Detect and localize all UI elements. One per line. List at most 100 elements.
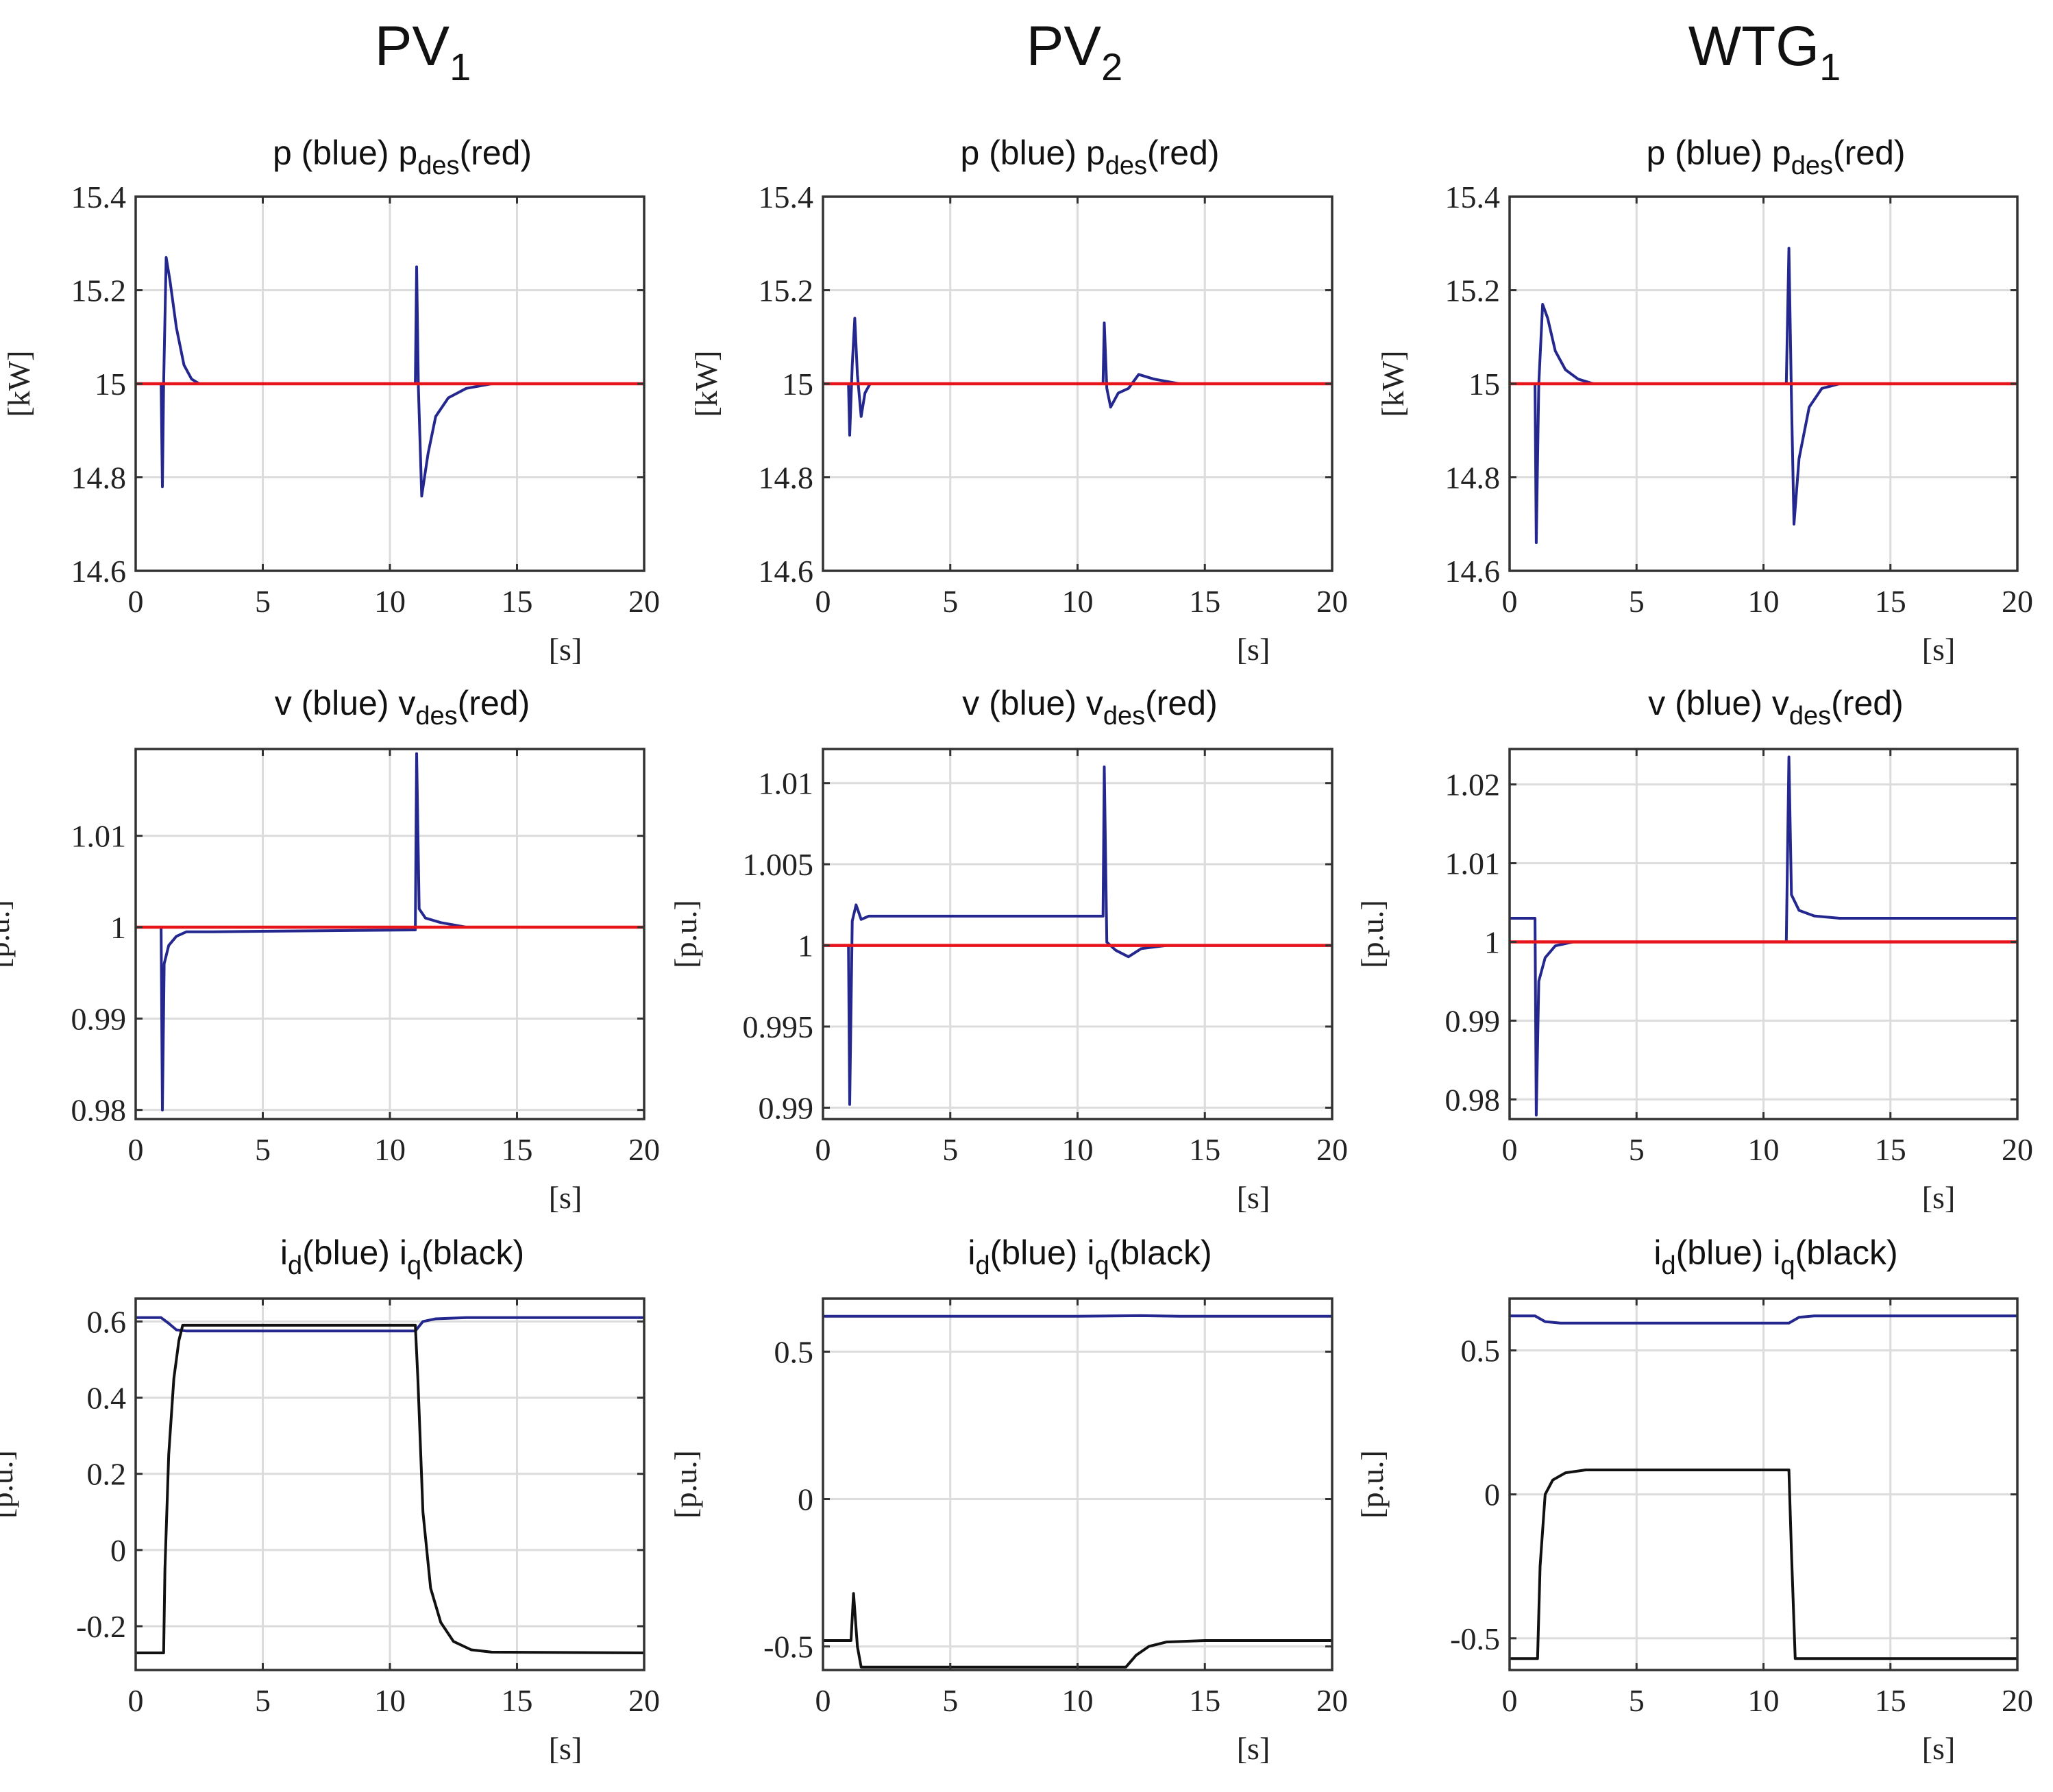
y-tick-label: 15.2 <box>1445 273 1501 308</box>
y-tick-label: 15.2 <box>759 273 814 308</box>
column-title-subscript: 1 <box>450 45 471 88</box>
y-tick-label: 0 <box>798 1482 813 1517</box>
x-tick-label: 0 <box>815 584 831 619</box>
x-axis-label: [s] <box>1922 1731 1956 1766</box>
y-tick-label: 15 <box>1468 367 1500 402</box>
y-tick-label: 14.8 <box>71 461 127 495</box>
title-note-a: (blue) <box>292 134 399 172</box>
series-line-blue <box>823 765 1332 1106</box>
x-tick-label: 20 <box>1316 1132 1348 1167</box>
title-var-b: p <box>1772 134 1791 172</box>
title-note-b: (red) <box>1147 134 1220 172</box>
panel-title: id(blue) iq(black) <box>1654 1233 1897 1280</box>
y-axis-label: [p.u.] <box>1355 1450 1390 1519</box>
y-tick-label: 0.6 <box>87 1304 127 1339</box>
panel-WTG1-i: id(blue) iq(black)0 5 10 15 20-0.500.5[p.u.]… <box>1355 1233 2033 1766</box>
title-note-b: (black) <box>421 1233 524 1272</box>
panel-title: p (blue) pdes(red) <box>960 134 1219 180</box>
x-tick-label: 0 <box>1502 1683 1518 1718</box>
x-axis-label: [s] <box>1237 632 1270 667</box>
title-var-b: i <box>1087 1233 1094 1272</box>
x-tick-label: 20 <box>2002 1683 2033 1718</box>
column-titles: PV1 PV2 WTG1 <box>375 15 1841 88</box>
panel-title: v (blue) vdes(red) <box>275 684 530 731</box>
panel-PV1-v: v (blue) vdes(red)0 5 10 15 200.980.9911.01[… <box>0 684 660 1215</box>
title-note-b: (red) <box>1145 684 1218 722</box>
x-tick-label: 15 <box>502 584 533 619</box>
x-tick-label: 15 <box>1189 1132 1220 1167</box>
x-axis-label: [s] <box>549 1180 582 1215</box>
title-note-a: (blue) <box>979 684 1086 722</box>
column-title-subscript: 2 <box>1101 45 1122 88</box>
x-axis-label: [s] <box>1237 1180 1270 1215</box>
x-tick-label: 0 <box>128 1683 144 1718</box>
y-tick-label: 0 <box>110 1533 126 1568</box>
y-tick-label: 15 <box>782 367 813 402</box>
y-tick-label: 15.2 <box>71 273 127 308</box>
x-tick-label: 15 <box>1875 1132 1906 1167</box>
title-var-b-sub: des <box>1791 151 1833 180</box>
title-var-b-sub: q <box>1094 1251 1109 1280</box>
x-tick-label: 20 <box>628 1132 660 1167</box>
panel-PV2-v: v (blue) vdes(red)0 5 10 15 200.990.99511.00… <box>668 684 1348 1215</box>
title-note-b: (red) <box>459 134 532 172</box>
x-tick-label: 15 <box>502 1683 533 1718</box>
y-tick-label: 14.8 <box>1445 461 1501 495</box>
y-tick-label: 0.99 <box>71 1001 127 1036</box>
y-tick-label: 0.4 <box>87 1381 127 1416</box>
y-tick-label: 15 <box>95 367 126 402</box>
series-line-black <box>136 1323 645 1654</box>
y-tick-label: 15.4 <box>71 180 127 214</box>
y-tick-label: 1.01 <box>71 819 127 854</box>
column-title-name: PV <box>1026 15 1102 77</box>
title-var-b: i <box>399 1233 407 1272</box>
title-note-a: (blue) <box>1665 134 1772 172</box>
x-tick-label: 10 <box>1748 584 1780 619</box>
x-axis-label: [s] <box>1237 1731 1270 1766</box>
y-tick-label: 14.6 <box>1445 554 1501 589</box>
panel-PV2-i: id(blue) iq(black)0 5 10 15 20-0.500.5[p.u.]… <box>668 1233 1348 1766</box>
x-tick-label: 0 <box>1502 584 1518 619</box>
title-var-b-sub: q <box>1780 1251 1795 1280</box>
x-tick-label: 10 <box>1062 1132 1094 1167</box>
title-var-a: v <box>962 684 979 722</box>
panel-PV1-i: id(blue) iq(black)0 5 10 15 20-0.200.20.40.6… <box>0 1233 660 1766</box>
x-tick-label: 20 <box>1316 584 1348 619</box>
panel-PV2-p: p (blue) pdes(red)0 5 10 15 2014.614.81515.2… <box>689 134 1348 667</box>
panel-title: v (blue) vdes(red) <box>1648 684 1903 731</box>
title-var-a-sub: d <box>288 1251 302 1280</box>
series-line-blue <box>136 752 644 1112</box>
x-tick-label: 0 <box>815 1132 831 1167</box>
column-title-name: WTG <box>1688 15 1819 77</box>
title-var-b-sub: des <box>1789 702 1831 731</box>
y-tick-label: 0.995 <box>743 1009 814 1044</box>
title-var-b-sub: des <box>417 151 459 180</box>
title-var-b-sub: des <box>1105 151 1147 180</box>
x-tick-label: 5 <box>942 1132 958 1167</box>
series-line-black <box>1510 1469 2017 1660</box>
panel-title: p (blue) pdes(red) <box>273 134 532 180</box>
y-tick-label: -0.5 <box>1450 1621 1500 1656</box>
x-tick-label: 0 <box>128 584 144 619</box>
y-tick-label: 14.8 <box>759 461 814 495</box>
y-tick-label: 0.98 <box>71 1093 127 1128</box>
y-axis-label: [p.u.] <box>1355 900 1390 968</box>
y-tick-label: 1.005 <box>743 847 814 882</box>
y-tick-label: 14.6 <box>71 554 127 589</box>
y-tick-label: 0.5 <box>774 1334 814 1369</box>
x-axis-label: [s] <box>549 632 582 667</box>
column-title-name: PV <box>375 15 450 77</box>
chart-panels: p (blue) pdes(red) 0 5 10 15 20 14.6 14.8 15 15.2… <box>0 134 2033 1766</box>
x-tick-label: 10 <box>1748 1132 1780 1167</box>
x-tick-label: 10 <box>374 1683 406 1718</box>
title-var-b: v <box>1086 684 1103 722</box>
column-title-0: PV1 <box>375 15 471 88</box>
x-tick-label: 15 <box>1875 1683 1906 1718</box>
y-axis-label: [kW] <box>689 350 724 417</box>
y-axis-label: [p.u.] <box>668 1450 703 1519</box>
x-tick-label: 15 <box>1875 584 1906 619</box>
y-tick-label: 0 <box>1484 1477 1500 1512</box>
y-tick-label: 1.01 <box>1445 846 1501 881</box>
x-tick-label: 20 <box>1316 1683 1348 1718</box>
